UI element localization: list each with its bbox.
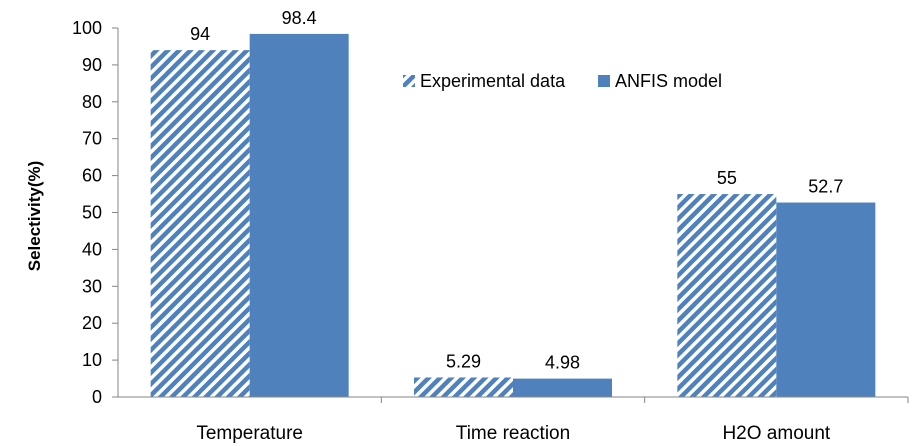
bar-value-label: 98.4 — [282, 8, 317, 28]
bar-value-label: 94 — [190, 24, 210, 44]
legend: Experimental data ANFIS model — [403, 71, 722, 91]
y-tick-label: 70 — [82, 129, 102, 149]
bar-value-label: 5.29 — [446, 351, 481, 371]
y-tick-label: 40 — [82, 239, 102, 259]
y-axis-ticks: 0 10 20 30 40 50 60 70 80 90 100 — [72, 18, 118, 407]
y-tick-label: 100 — [72, 18, 102, 38]
y-tick-label: 80 — [82, 92, 102, 112]
legend-swatch-experimental — [403, 75, 415, 87]
bar-series — [150, 33, 876, 398]
legend-label: Experimental data — [420, 71, 566, 91]
bar-value-label: 55 — [717, 168, 737, 188]
anfis-bar — [513, 378, 612, 397]
y-tick-label: 10 — [82, 350, 102, 370]
x-category-label: H2O amount — [722, 423, 830, 444]
y-tick-label: 20 — [82, 313, 102, 333]
legend-swatch-anfis — [598, 75, 610, 87]
experimental-bar — [150, 50, 250, 397]
anfis-bar — [776, 202, 876, 397]
bar-value-label: 4.98 — [545, 353, 580, 373]
bar-value-label: 52.7 — [808, 177, 843, 197]
legend-label: ANFIS model — [615, 71, 722, 91]
y-tick-label: 60 — [82, 166, 102, 186]
y-axis-label: Selectivity(%) — [25, 161, 44, 272]
x-axis-categories: Temperature Time reaction H2O amount — [196, 397, 909, 444]
anfis-bar — [249, 33, 349, 398]
x-category-label: Time reaction — [456, 423, 570, 444]
experimental-bar — [677, 194, 777, 397]
y-tick-label: 50 — [82, 203, 102, 223]
data-labels: 94 98.4 5.29 4.98 55 52.7 — [190, 8, 843, 373]
x-category-label: Temperature — [196, 423, 303, 444]
experimental-bar — [414, 377, 513, 397]
y-tick-label: 0 — [92, 387, 102, 407]
y-tick-label: 90 — [82, 55, 102, 75]
y-tick-label: 30 — [82, 276, 102, 296]
